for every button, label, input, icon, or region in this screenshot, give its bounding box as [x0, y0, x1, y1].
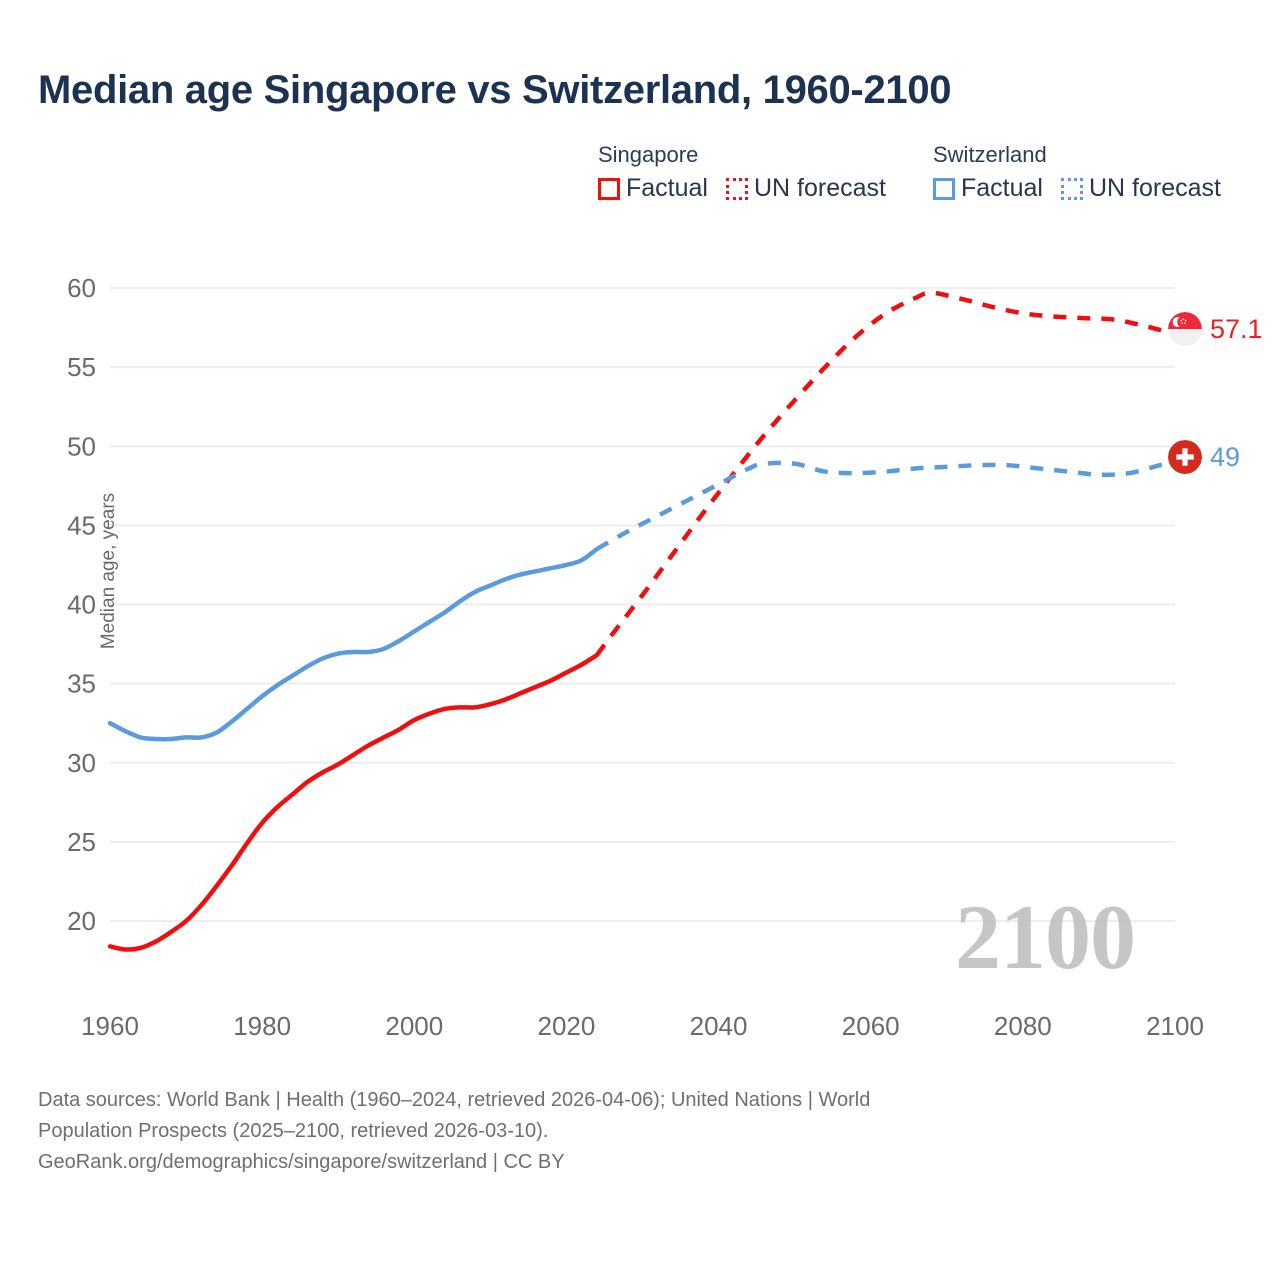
- legend-group-singapore: Singapore Factual UN forecast: [598, 142, 886, 203]
- series-line-factual-switzerland: [107, 546, 600, 742]
- legend-group-switzerland: Switzerland Factual UN forecast: [933, 142, 1221, 203]
- legend-label-singapore-forecast: UN forecast: [753, 174, 886, 202]
- legend-label-switzerland-factual: Factual: [961, 174, 1043, 202]
- x-tick-label: 2060: [842, 1011, 900, 1041]
- legend-group-title-switzerland: Switzerland: [933, 142, 1047, 167]
- footer-line-3[interactable]: GeoRank.org/demographics/singapore/switz…: [38, 1151, 565, 1173]
- footer-line-2: Population Prospects (2025–2100, retriev…: [38, 1120, 549, 1142]
- end-value-singapore: 57.1: [1210, 313, 1263, 344]
- legend-group-title-singapore: Singapore: [598, 142, 699, 167]
- x-tick-label: 2100: [1146, 1011, 1204, 1041]
- footer-sources: Data sources: World Bank | Health (1960–…: [38, 1085, 1218, 1178]
- legend-item-singapore-forecast[interactable]: UN forecast: [725, 174, 886, 203]
- x-tick-label: 1960: [81, 1011, 139, 1041]
- y-axis-title: Median age, years: [98, 492, 119, 650]
- legend-swatch-solid-icon: [598, 177, 620, 200]
- y-tick-label: 20: [67, 906, 96, 936]
- y-tick-label: 30: [67, 748, 96, 778]
- end-label-singapore: 57.1: [1168, 312, 1263, 346]
- legend-label-switzerland-forecast: UN forecast: [1088, 174, 1221, 202]
- y-tick-label: 45: [67, 510, 96, 540]
- series-line-factual-singapore: [107, 652, 600, 952]
- x-tick-label: 2040: [690, 1011, 748, 1041]
- year-watermark: 2100: [955, 886, 1136, 988]
- footer-line-1: Data sources: World Bank | Health (1960–…: [38, 1089, 871, 1111]
- series-line-forecast-switzerland: [595, 459, 1176, 552]
- y-tick-label: 50: [67, 431, 96, 461]
- page-title: Median age Singapore vs Switzerland, 196…: [38, 68, 952, 112]
- legend-swatch-dotted-icon: [1060, 177, 1083, 200]
- x-tick-label: 2000: [385, 1011, 443, 1041]
- y-tick-label: 25: [67, 827, 96, 857]
- legend-item-switzerland-factual[interactable]: Factual: [933, 174, 1043, 203]
- legend-label-singapore-factual: Factual: [626, 174, 708, 202]
- chart-legend: Singapore Factual UN forecast Switzerlan…: [598, 142, 1248, 222]
- end-label-switzerland: 49: [1168, 440, 1240, 474]
- switzerland-flag-icon: [1168, 440, 1202, 474]
- singapore-flag-icon: [1168, 312, 1202, 346]
- y-tick-label: 60: [67, 273, 96, 303]
- x-tick-label: 2020: [538, 1011, 596, 1041]
- x-tick-label: 1980: [233, 1011, 291, 1041]
- legend-item-switzerland-forecast[interactable]: UN forecast: [1060, 174, 1221, 203]
- legend-swatch-dotted-icon: [725, 177, 748, 200]
- legend-swatch-solid-icon: [933, 177, 955, 200]
- y-tick-label: 40: [67, 590, 96, 620]
- legend-item-singapore-factual[interactable]: Factual: [598, 174, 708, 203]
- y-tick-label: 35: [67, 669, 96, 699]
- end-value-switzerland: 49: [1210, 441, 1241, 472]
- y-tick-label: 55: [67, 352, 96, 382]
- x-tick-label: 2080: [994, 1011, 1052, 1041]
